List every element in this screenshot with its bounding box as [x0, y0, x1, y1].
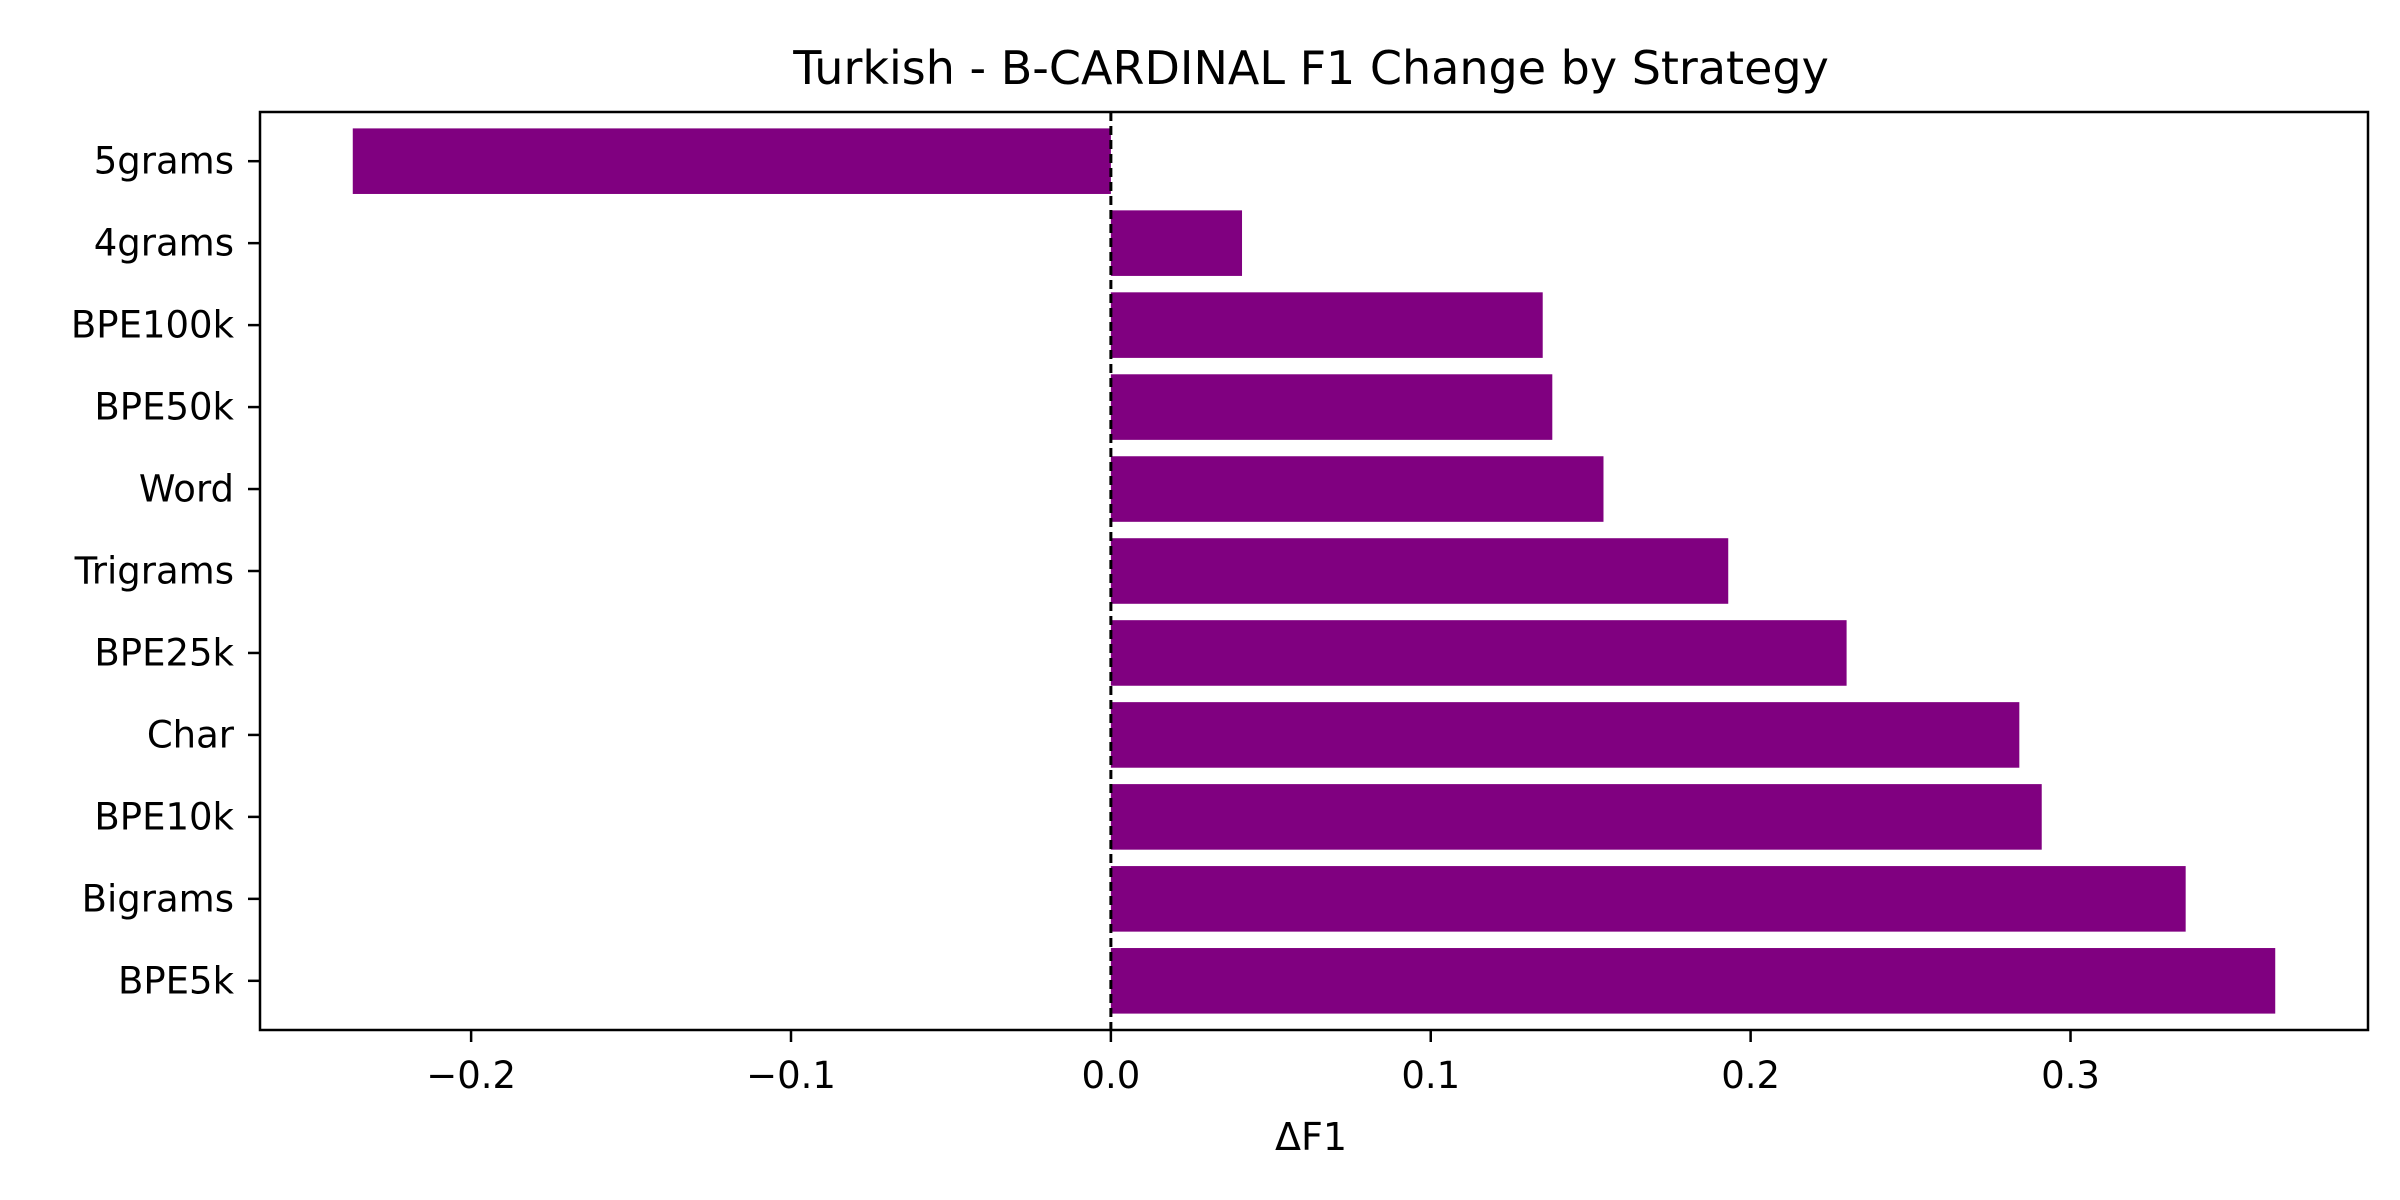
bar-bpe25k [1110, 620, 1847, 686]
bar-bpe50k [1110, 374, 1553, 440]
y-tick-label: Word [139, 468, 234, 511]
x-tick-label: −0.1 [746, 1054, 836, 1097]
y-tick-label: BPE100k [71, 304, 235, 347]
y-tick-label: 5grams [94, 140, 234, 183]
bar-bpe10k [1110, 784, 2042, 850]
x-tick-label: 0.1 [1401, 1054, 1460, 1097]
bars-group [352, 128, 2276, 1014]
y-tick-label: BPE50k [94, 386, 234, 429]
y-tick-label: 4grams [94, 222, 234, 265]
y-tick-label: Char [147, 713, 235, 756]
y-tick-label: Bigrams [82, 877, 234, 920]
y-tick-label: BPE25k [94, 631, 234, 674]
bar-4grams [1110, 210, 1243, 276]
bar-trigrams [1110, 538, 1729, 604]
y-tick-label: BPE5k [118, 959, 235, 1002]
bar-char [1110, 702, 2020, 768]
chart-title: Turkish - B-CARDINAL F1 Change by Strate… [792, 41, 1829, 95]
bar-5grams [352, 128, 1111, 194]
x-tick-label: −0.2 [426, 1054, 516, 1097]
bar-word [1110, 456, 1604, 522]
y-tick-label: BPE10k [94, 795, 234, 838]
x-axis: −0.2 −0.1 0.0 0.1 0.2 0.3 [426, 1030, 2100, 1097]
bar-bpe5k [1110, 948, 2276, 1014]
x-tick-label: 0.3 [2041, 1054, 2100, 1097]
y-axis: 5grams 4grams BPE100k BPE50k Word Trigrams BPE… [71, 140, 260, 1002]
x-tick-label: 0.0 [1081, 1054, 1140, 1097]
y-tick-label: Trigrams [74, 550, 234, 593]
plot-area-frame [258, 110, 2370, 1032]
bar-bigrams [1110, 866, 2186, 932]
x-axis-label: ΔF1 [1275, 1115, 1347, 1159]
x-tick-label: 0.2 [1721, 1054, 1780, 1097]
bar-bpe100k [1110, 292, 1543, 358]
